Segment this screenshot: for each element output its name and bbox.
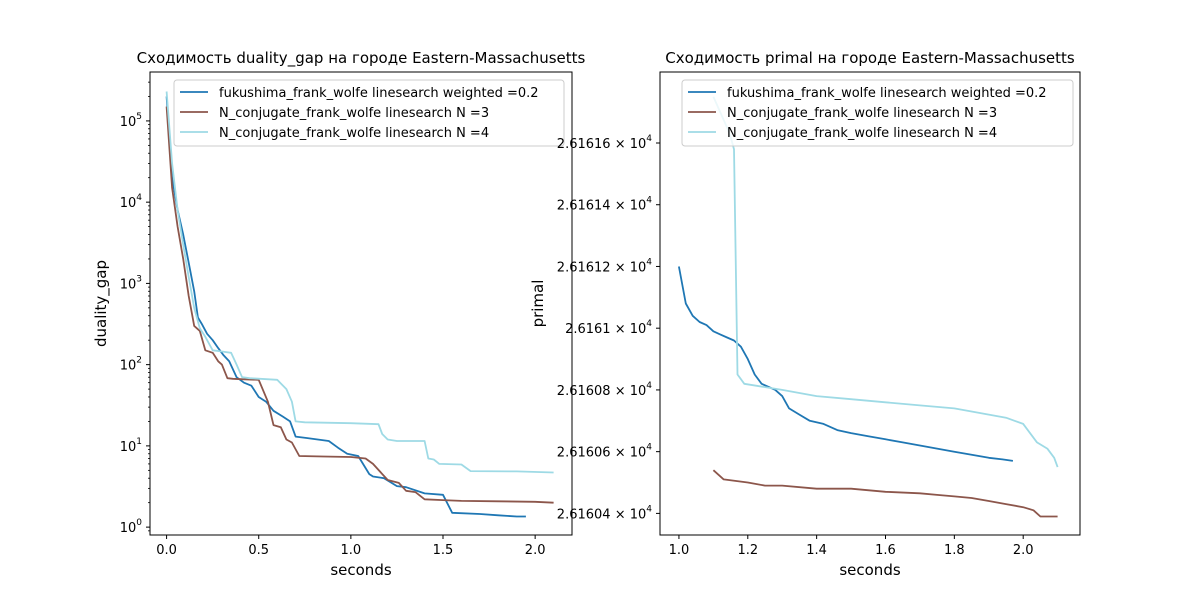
y-tick-exponent: 4 — [646, 257, 652, 267]
y-tick-exponent: 4 — [646, 134, 652, 144]
plot-frame — [149, 71, 573, 536]
y-axis-label: primal — [529, 280, 547, 328]
series-line-2 — [712, 96, 1059, 468]
y-tick-base: 2.6161 × 10 — [565, 322, 646, 337]
x-tick-label: 0.0 — [156, 543, 177, 558]
x-tick-label: 1.2 — [737, 543, 758, 558]
y-tick-label: 2.61606 × 104 — [557, 443, 652, 461]
y-tick-label: 2.61608 × 104 — [557, 381, 652, 399]
y-tick-label: 100 — [120, 518, 143, 536]
y-tick-label: 2.6161 × 104 — [565, 319, 652, 337]
legend: fukushima_frank_wolfe linesearch weighte… — [681, 79, 1074, 147]
y-tick-label: 2.61614 × 104 — [557, 196, 652, 214]
x-tick-label: 1.5 — [433, 543, 454, 558]
y-tick-base: 2.61612 × 10 — [557, 260, 646, 275]
y-tick-label: 104 — [120, 193, 143, 211]
chart-title: Сходимость duality_gap на городе Eastern… — [137, 49, 586, 68]
legend-label-2: N_conjugate_frank_wolfe linesearch N =4 — [219, 126, 489, 141]
duality-gap-chart: Сходимость duality_gap на городе Eastern… — [92, 49, 586, 579]
x-tick-label: 1.8 — [944, 543, 965, 558]
x-tick-label: 1.6 — [875, 543, 896, 558]
y-tick-exponent: 1 — [136, 437, 142, 447]
y-tick-base: 10 — [120, 440, 137, 455]
y-tick-base: 2.61606 × 10 — [557, 446, 646, 461]
y-tick-base: 10 — [120, 196, 137, 211]
y-tick-exponent: 2 — [136, 356, 142, 366]
x-axis-label: seconds — [330, 561, 391, 579]
legend-box — [173, 79, 565, 147]
y-tick-label: 2.61616 × 104 — [557, 134, 652, 152]
series-line-0 — [678, 266, 1014, 462]
x-tick-label: 1.0 — [341, 543, 362, 558]
y-tick-exponent: 4 — [646, 319, 652, 329]
y-tick-exponent: 0 — [136, 518, 142, 528]
y-tick-label: 2.61604 × 104 — [557, 504, 652, 522]
y-tick-label: 102 — [120, 356, 142, 374]
y-tick-exponent: 3 — [136, 274, 142, 284]
legend-label-1: N_conjugate_frank_wolfe linesearch N =3 — [219, 106, 489, 121]
y-axis-label: duality_gap — [92, 260, 111, 347]
primal-chart: Сходимость primal на городе Eastern-Mass… — [529, 49, 1081, 579]
y-tick-base: 2.61608 × 10 — [557, 384, 646, 399]
y-tick-label: 103 — [120, 274, 142, 292]
y-tick-base: 10 — [120, 359, 137, 374]
y-tick-base: 2.61616 × 10 — [557, 137, 646, 152]
series-line-1 — [712, 469, 1058, 518]
y-tick-base: 2.61604 × 10 — [557, 507, 646, 522]
legend-label-0: fukushima_frank_wolfe linesearch weighte… — [219, 86, 539, 101]
y-tick-base: 10 — [120, 277, 137, 292]
y-tick-exponent: 4 — [646, 443, 652, 453]
y-tick-exponent: 4 — [646, 504, 652, 514]
y-tick-label: 2.61612 × 104 — [557, 257, 652, 275]
y-tick-base: 2.61614 × 10 — [557, 199, 646, 214]
series-group — [165, 91, 554, 518]
legend-box — [681, 79, 1074, 147]
y-tick-exponent: 5 — [136, 112, 142, 122]
legend-label-2: N_conjugate_frank_wolfe linesearch N =4 — [727, 126, 997, 141]
series-line-1 — [165, 106, 554, 504]
y-tick-exponent: 4 — [136, 193, 142, 203]
x-axis-label: seconds — [839, 561, 900, 579]
y-tick-exponent: 4 — [646, 381, 652, 391]
y-tick-exponent: 4 — [646, 196, 652, 206]
x-tick-label: 1.0 — [669, 543, 690, 558]
legend-label-0: fukushima_frank_wolfe linesearch weighte… — [727, 86, 1047, 101]
y-tick-base: 10 — [120, 115, 137, 130]
y-tick-label: 101 — [120, 437, 142, 455]
series-group — [678, 96, 1059, 518]
series-line-0 — [165, 96, 526, 518]
y-tick-base: 10 — [120, 521, 137, 536]
chart-title: Сходимость primal на городе Eastern-Mass… — [665, 49, 1075, 67]
x-tick-label: 1.4 — [806, 543, 827, 558]
plot-frame — [659, 71, 1081, 536]
legend: fukushima_frank_wolfe linesearch weighte… — [173, 79, 565, 147]
legend-label-1: N_conjugate_frank_wolfe linesearch N =3 — [727, 106, 997, 121]
x-tick-label: 0.5 — [248, 543, 269, 558]
series-line-2 — [165, 91, 554, 474]
x-tick-label: 2.0 — [1013, 543, 1034, 558]
y-tick-label: 105 — [120, 112, 142, 130]
x-tick-label: 2.0 — [525, 543, 546, 558]
